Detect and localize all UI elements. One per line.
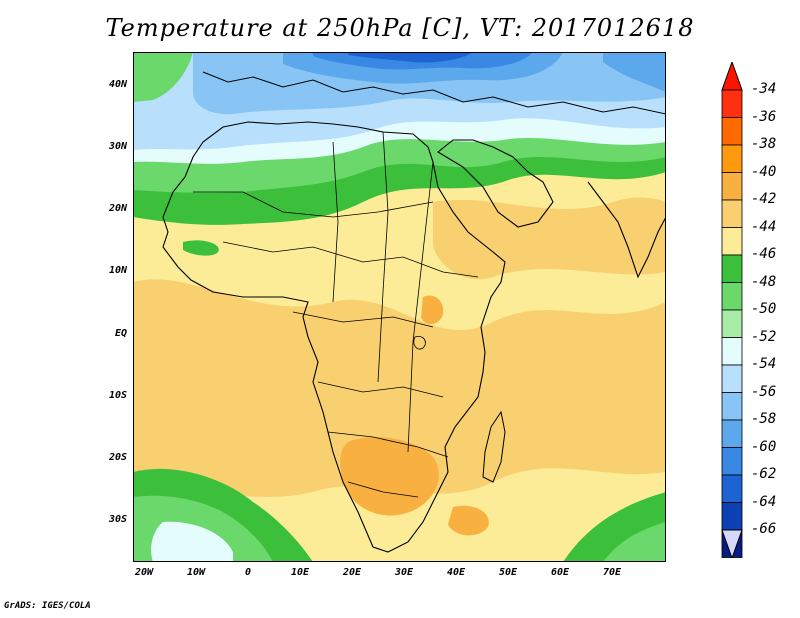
lon-label-40e: 40E [446, 567, 466, 578]
colorbar-swatch [721, 474, 743, 503]
lon-label-0: 0 [244, 567, 252, 578]
lat-label-20s: 20S [108, 452, 127, 463]
colorbar-tick-label: -42 [751, 191, 777, 207]
lat-label-20n: 20N [108, 203, 127, 214]
field-green-westafrica [183, 240, 219, 256]
temperature-map [133, 52, 666, 562]
field-darkorange-spot [448, 505, 489, 536]
colorbar-swatch [721, 282, 743, 311]
colorbar-swatch [721, 364, 743, 393]
field-cyan-south [151, 521, 233, 562]
colorbar-swatch [721, 337, 743, 366]
colorbar-swatch [721, 117, 743, 146]
lat-label-40n: 40N [108, 79, 127, 90]
colorbar-swatch [721, 227, 743, 256]
colorbar-tick-label: -34 [751, 81, 777, 97]
map-title: Temperature at 250hPa [C], VT: 201701261… [105, 14, 695, 42]
lon-label-70e: 70E [602, 567, 622, 578]
colorbar-swatch [721, 254, 743, 283]
lat-label-10s: 10S [108, 390, 127, 401]
colorbar-tick-label: -52 [751, 328, 777, 345]
africa-coastline [162, 121, 506, 553]
field-blue-patch-ne [603, 52, 666, 92]
india-coastline [587, 181, 666, 279]
lake-victoria [413, 335, 426, 350]
colorbar-tick-label: -38 [751, 136, 777, 152]
colorbar-swatch [721, 392, 743, 421]
colorbar-swatch [721, 172, 743, 201]
madagascar-coastline [482, 410, 506, 483]
field-navy-north [348, 52, 473, 63]
colorbar-tick-label: -44 [751, 218, 777, 235]
europe-coastline [202, 71, 666, 115]
field-orange-band [133, 279, 666, 497]
lon-label-20w: 20W [134, 567, 154, 578]
field-darkorange-east [421, 295, 444, 325]
lat-label-eq: EQ [114, 328, 127, 339]
country-borders [193, 131, 479, 498]
colorbar-tick-label: -64 [751, 493, 777, 510]
colorbar-bottom-arrow [721, 529, 743, 558]
colorbar-tick-label: -54 [751, 356, 777, 372]
lat-label-30n: 30N [108, 141, 127, 152]
field-darkorange-south [340, 437, 439, 516]
field-orange-east [433, 197, 666, 280]
lat-label-30s: 30S [108, 514, 127, 525]
colorbar-tick-label: -46 [751, 246, 777, 262]
lon-label-20e: 20E [342, 567, 362, 578]
colorbar-tick-label: -48 [751, 273, 777, 290]
colorbar-swatch [721, 447, 743, 476]
lon-label-10e: 10E [290, 567, 310, 578]
colorbar-swatch [721, 419, 743, 448]
lon-label-60e: 60E [550, 567, 570, 578]
colorbar-tick-label: -36 [751, 108, 777, 125]
colorbar-tick-label: -56 [751, 383, 777, 400]
colorbar-swatch [721, 144, 743, 173]
lon-label-10w: 10W [186, 567, 206, 578]
colorbar-top-arrow [721, 62, 743, 91]
colorbar-swatch [721, 199, 743, 228]
colorbar-swatch [721, 309, 743, 338]
lat-label-10n: 10N [108, 265, 127, 276]
colorbar-tick-label: -62 [751, 466, 777, 482]
map-frame [133, 52, 666, 562]
field-lightgreen-southeast [603, 522, 666, 562]
colorbar-tick-label: -40 [751, 163, 777, 180]
arabia-coastline [437, 139, 554, 228]
colorbar-swatch [721, 89, 743, 118]
colorbar-swatch [721, 502, 743, 531]
colorbar-tick-label: -66 [751, 521, 777, 537]
colorbar-tick-label: -60 [751, 438, 777, 455]
colorbar [721, 62, 743, 558]
lon-label-30e: 30E [394, 567, 414, 578]
colorbar-tick-label: -50 [751, 301, 777, 317]
field-green-patch-nw [133, 52, 193, 102]
grads-credit: GrADS: IGES/COLA [4, 601, 91, 611]
colorbar-tick-label: -58 [751, 411, 777, 427]
lon-label-50e: 50E [498, 567, 518, 578]
